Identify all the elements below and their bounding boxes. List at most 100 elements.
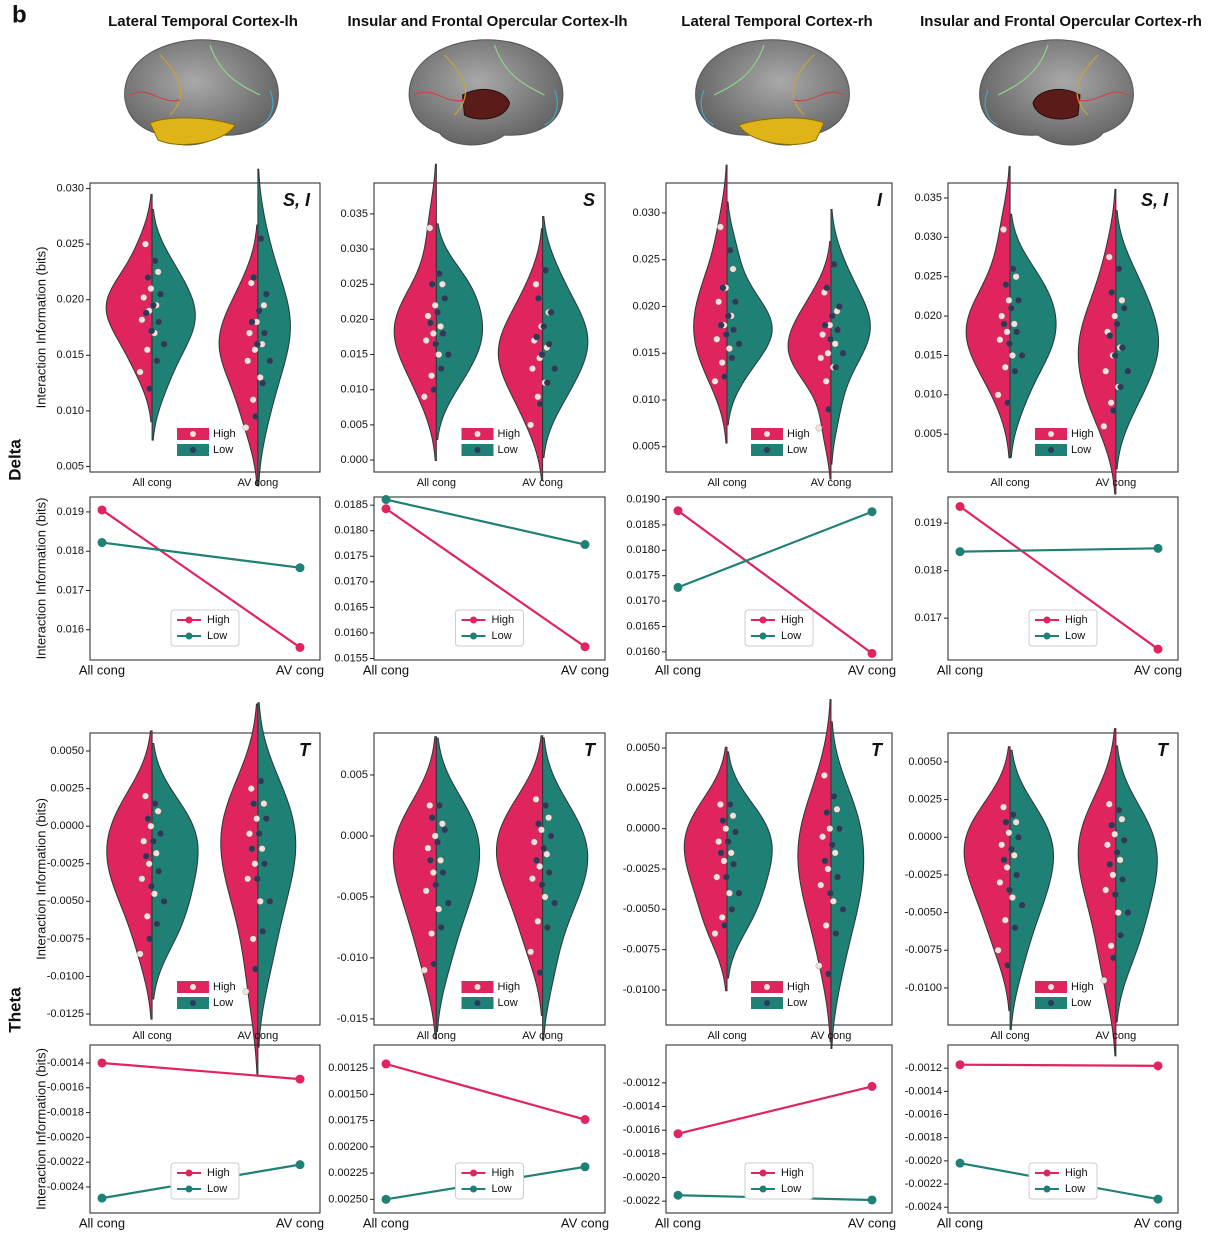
data-point [1008,305,1014,311]
y-tick-label: -0.0014 [623,1100,660,1112]
data-point [246,330,252,336]
data-point [142,241,148,247]
series-marker [98,1058,107,1067]
series-marker [868,1082,877,1091]
data-point [1013,274,1019,280]
y-tick-label: 0.035 [340,208,368,220]
data-point [1121,837,1127,843]
data-point [730,266,736,272]
data-point [824,285,830,291]
legend-label: Low [207,630,227,642]
y-tick-label: 0.0175 [626,570,660,582]
legend-dot [1048,984,1054,990]
y-tick-label: 0.018 [56,545,84,557]
data-point [442,827,448,833]
data-point [834,806,840,812]
y-tick-label: -0.015 [337,1013,368,1025]
data-point [995,392,1001,398]
data-point [445,351,451,357]
data-point [434,309,440,315]
data-point [836,825,842,831]
x-tick-label: All cong [79,662,125,677]
data-point [249,319,255,325]
y-tick-label: -0.0020 [905,1155,942,1167]
legend-label: Low [498,444,518,456]
legend-label: Low [207,1183,227,1195]
annotation: S, I [283,190,311,210]
y-tick-label: -0.0050 [905,907,942,919]
x-tick-label: AV cong [811,1030,852,1042]
brain-image [696,40,850,145]
row-label: Theta [5,987,24,1033]
series-marker [581,642,590,651]
data-point [533,796,539,802]
data-point [714,874,720,880]
data-point [714,336,720,342]
legend-marker [1044,1170,1051,1177]
data-point [263,291,269,297]
series-marker [382,495,391,504]
data-point [535,918,541,924]
legend-marker [760,617,767,624]
data-point [1119,344,1125,350]
x-tick-label: AV cong [238,477,279,489]
data-point [721,373,727,379]
data-point [148,823,154,829]
data-point [145,274,151,280]
y-tick-label: 0.030 [632,207,660,219]
data-point [246,830,252,836]
y-tick-label: 0.010 [632,394,660,406]
data-point [840,350,846,356]
data-point [536,863,542,869]
x-tick-label: All cong [655,662,701,677]
legend-label: Low [1071,997,1091,1009]
data-point [712,930,718,936]
data-point [256,308,262,314]
data-point [151,891,157,897]
data-point [718,850,724,856]
x-tick-label: AV cong [522,477,563,489]
data-point [736,341,742,347]
data-point [1112,352,1118,358]
data-point [822,322,828,328]
data-point [831,793,837,799]
series-marker [1154,1061,1163,1070]
data-point [1014,872,1020,878]
data-point [533,334,539,340]
data-point [1125,909,1131,915]
y-tick-label: -0.0050 [47,895,84,907]
data-point [821,772,827,778]
data-point [248,785,254,791]
x-tick-label: All cong [133,477,172,489]
data-point [727,801,733,807]
data-point [428,372,434,378]
series-line [678,1086,872,1133]
series-marker [956,547,965,556]
data-point [824,809,830,815]
data-point [1004,864,1010,870]
y-tick-label: -0.0075 [905,944,942,956]
data-point [548,309,554,315]
y-tick-label: -0.0018 [905,1132,942,1144]
data-point [261,330,267,336]
data-point [818,355,824,361]
row-label: Delta [5,439,24,481]
data-point [529,365,535,371]
data-point [421,967,427,973]
y-tick-label: -0.0125 [47,1008,84,1020]
data-point [730,327,736,333]
y-tick-label: 0.0170 [334,576,368,588]
data-point [729,906,735,912]
data-point [427,857,433,863]
y-tick-label: 0.010 [340,384,368,396]
y-tick-label: 0.025 [914,271,942,283]
data-point [445,900,451,906]
data-point [267,898,273,904]
data-point [439,281,445,287]
y-tick-label: 0.0180 [334,525,368,537]
x-tick-label: All cong [363,662,409,677]
data-point [259,846,265,852]
data-point [725,313,731,319]
legend-marker [186,1170,193,1177]
data-point [431,961,437,967]
